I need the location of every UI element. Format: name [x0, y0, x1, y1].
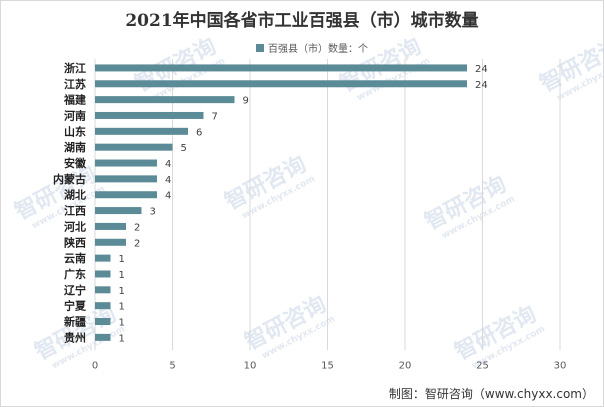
- data-label: 1: [119, 333, 125, 344]
- bar: [95, 318, 111, 326]
- category-label: 陕西: [64, 235, 86, 249]
- category-label: 云南: [64, 251, 86, 265]
- bar: [95, 270, 111, 278]
- bar: [95, 333, 111, 341]
- data-label: 1: [119, 302, 125, 313]
- chart-title: 2021年中国各省市工业百强县（市）城市数量: [125, 11, 479, 31]
- category-label: 内蒙古: [53, 172, 86, 186]
- x-tick-label: 10: [244, 360, 257, 371]
- category-label: 山东: [64, 124, 86, 138]
- category-label: 河北: [64, 219, 86, 233]
- bar: [95, 222, 126, 230]
- category-label: 浙江: [64, 61, 86, 75]
- category-label: 辽宁: [64, 283, 86, 297]
- source-credit: 制图：智研咨询（www.chyxx.com）: [388, 387, 594, 401]
- bar: [95, 80, 467, 88]
- data-label: 6: [196, 127, 202, 138]
- data-label: 24: [475, 64, 488, 75]
- x-tick-label: 5: [169, 360, 175, 371]
- data-label: 2: [134, 222, 140, 233]
- bar: [95, 111, 204, 119]
- bar: [95, 64, 467, 72]
- data-label: 4: [165, 191, 171, 202]
- x-tick-label: 30: [554, 360, 567, 371]
- bar: [95, 159, 157, 167]
- category-label: 河南: [64, 108, 86, 122]
- category-label: 安徽: [64, 156, 87, 170]
- category-label: 广东: [64, 267, 86, 281]
- data-label: 7: [212, 111, 218, 122]
- bar: [95, 175, 157, 183]
- legend-swatch: [256, 43, 264, 52]
- category-label: 贵州: [64, 330, 86, 344]
- category-label: 福建: [63, 93, 87, 107]
- data-label: 1: [119, 270, 125, 281]
- category-label: 新疆: [64, 315, 86, 329]
- legend-label: 百强县（市）数量：个: [268, 44, 368, 55]
- bar: [95, 238, 126, 246]
- data-label: 2: [134, 238, 140, 249]
- bar: [95, 254, 111, 262]
- legend: 百强县（市）数量：个: [256, 40, 368, 55]
- data-label: 5: [181, 143, 187, 154]
- category-label: 湖北: [64, 188, 86, 202]
- data-label: 24: [475, 80, 488, 91]
- bar: [95, 302, 111, 310]
- category-label: 江苏: [64, 77, 86, 91]
- bar: [95, 143, 173, 151]
- data-label: 3: [150, 207, 156, 218]
- bar: [95, 286, 111, 294]
- category-label: 宁夏: [64, 299, 87, 313]
- x-tick-label: 15: [321, 360, 334, 371]
- bar: [95, 96, 235, 104]
- category-label: 江西: [64, 204, 86, 218]
- category-label: 湖南: [64, 140, 86, 154]
- bar: [95, 207, 142, 215]
- data-label: 1: [119, 318, 125, 329]
- bar: [95, 127, 188, 135]
- data-label: 1: [119, 254, 125, 265]
- data-label: 9: [243, 96, 249, 107]
- x-tick-label: 20: [399, 360, 412, 371]
- data-label: 1: [119, 286, 125, 297]
- data-label: 4: [165, 175, 171, 186]
- x-tick-label: 25: [476, 360, 489, 371]
- data-label: 4: [165, 159, 171, 170]
- bar: [95, 191, 157, 199]
- x-tick-label: 0: [92, 360, 98, 371]
